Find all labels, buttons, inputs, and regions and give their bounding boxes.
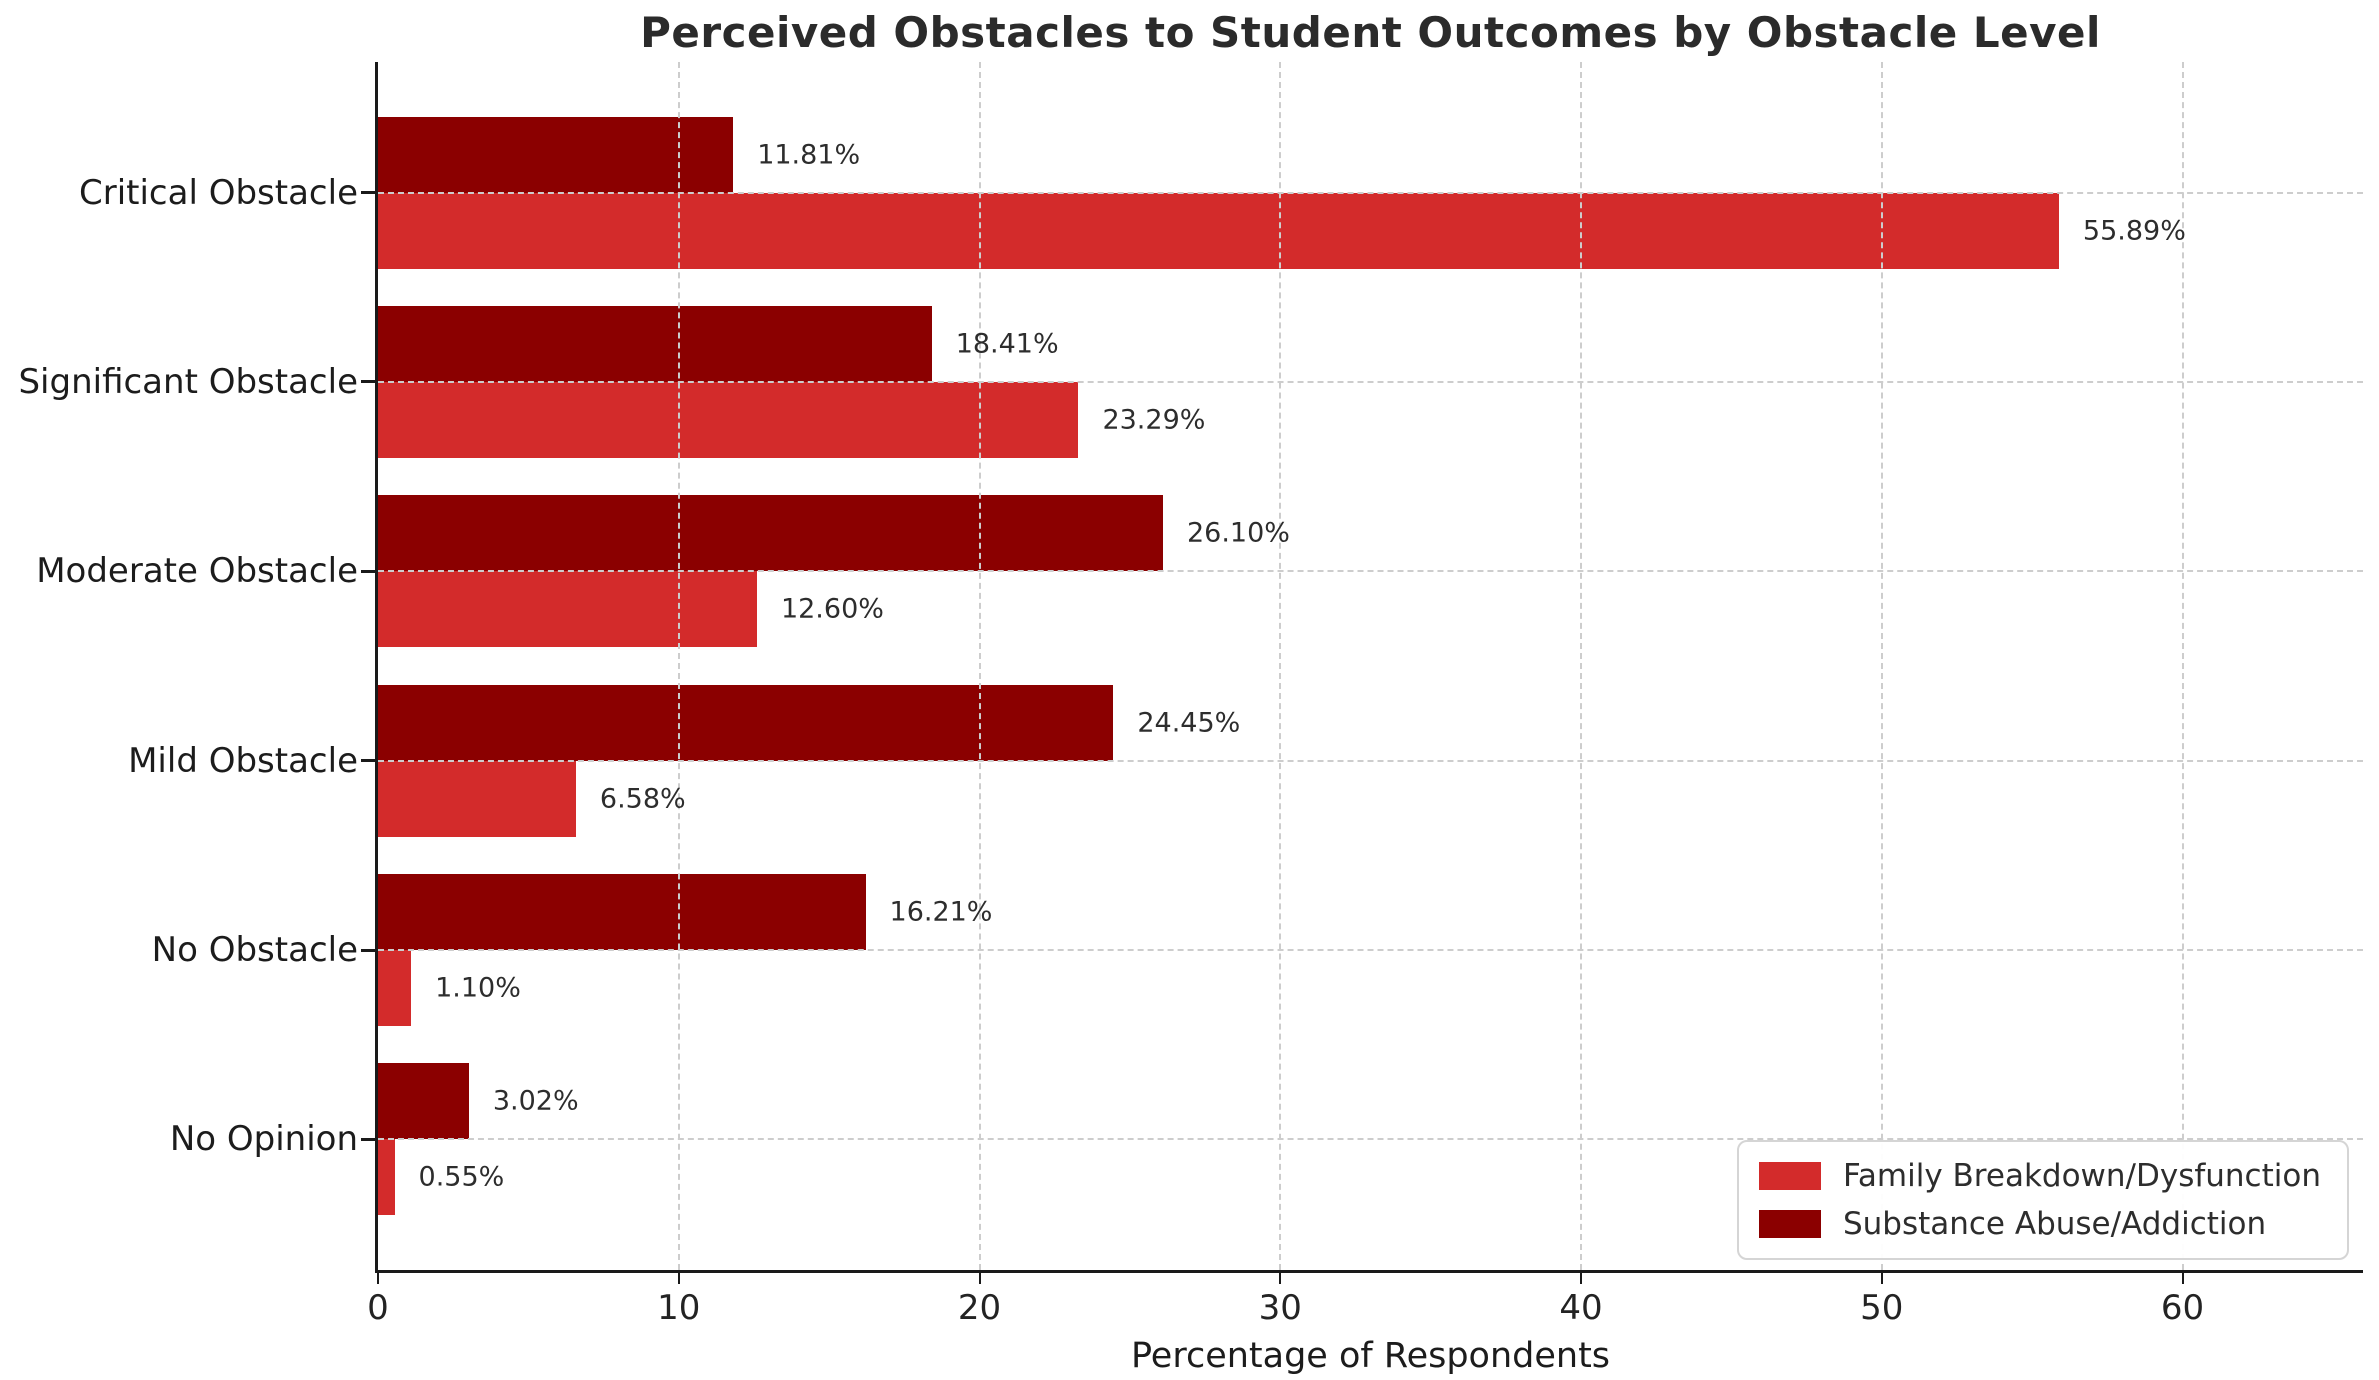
y-gridline-5 [378, 1138, 2363, 1141]
bar-value-label: 1.10% [435, 972, 521, 1004]
bar-family-breakdown-dysfunction-4 [378, 950, 412, 1026]
y-gridline-2 [378, 570, 2363, 573]
bar-value-label: 23.29% [1102, 404, 1206, 436]
x-axis-spine [375, 1270, 2363, 1273]
plot-area: Critical Obstacle 11.81% 55.89% Significant… [18, 62, 2363, 1328]
legend: Family Breakdown/Dysfunction Substance A… [1736, 1140, 2349, 1260]
x-tick-30 [1279, 1270, 1282, 1284]
x-gridline-40 [1580, 62, 1583, 1270]
bar-substance-abuse-addiction-2 [378, 495, 1163, 572]
category-label-4: No Obstacle [151, 930, 358, 970]
x-tick-10 [677, 1270, 680, 1284]
x-tick-label-0: 0 [367, 1288, 389, 1328]
y-gridline-4 [378, 949, 2363, 951]
x-gridline-20 [978, 62, 981, 1270]
y-tick-3 [361, 759, 375, 763]
y-tick-1 [361, 380, 375, 384]
bar-substance-abuse-addiction-3 [378, 684, 1114, 761]
bar-value-label: 16.21% [889, 896, 993, 928]
y-tick-5 [361, 1137, 375, 1141]
category-label-3: Mild Obstacle [128, 740, 358, 781]
bar-family-breakdown-dysfunction-1 [378, 381, 1079, 458]
bar-substance-abuse-addiction-0 [378, 116, 734, 193]
y-tick-4 [361, 948, 375, 952]
bar-value-label: 6.58% [599, 783, 686, 815]
y-gridline-1 [378, 380, 2363, 383]
bar-value-label: 18.41% [955, 328, 1059, 360]
x-gridline-10 [677, 62, 680, 1270]
bar-family-breakdown-dysfunction-2 [378, 571, 757, 648]
bar-value-label: 26.10% [1186, 517, 1290, 549]
bar-substance-abuse-addiction-5 [378, 1063, 469, 1140]
category-label-5: No Opinion [169, 1119, 358, 1160]
legend-item-substance: Substance Abuse/Addiction [1758, 1206, 2321, 1242]
y-axis-spine [375, 62, 378, 1273]
bar-value-label: 24.45% [1137, 707, 1241, 739]
x-tick-60 [2181, 1270, 2184, 1284]
bar-value-label: 11.81% [757, 139, 861, 171]
x-tick-40 [1580, 1270, 1583, 1284]
bar-family-breakdown-dysfunction-5 [378, 1139, 395, 1216]
x-gridline-60 [2181, 62, 2184, 1270]
x-tick-50 [1880, 1270, 1883, 1284]
y-gridline-3 [378, 759, 2363, 762]
legend-label-substance: Substance Abuse/Addiction [1842, 1206, 2267, 1242]
category-label-0: Critical Obstacle [78, 172, 358, 213]
y-tick-2 [361, 569, 375, 573]
x-tick-label-30: 30 [1258, 1288, 1302, 1328]
chart-title: Perceived Obstacles to Student Outcomes … [640, 8, 2101, 57]
bar-value-label: 0.55% [418, 1161, 505, 1193]
bar-substance-abuse-addiction-4 [378, 874, 866, 950]
x-gridline-30 [1279, 62, 1282, 1270]
bar-value-label: 12.60% [780, 593, 884, 625]
category-label-2: Moderate Obstacle [36, 551, 358, 592]
x-tick-label-20: 20 [957, 1288, 1002, 1328]
x-tick-0 [377, 1270, 379, 1284]
x-tick-label-40: 40 [1559, 1288, 1603, 1328]
x-tick-label-50: 50 [1860, 1288, 1904, 1328]
bar-family-breakdown-dysfunction-3 [378, 760, 576, 837]
legend-item-family: Family Breakdown/Dysfunction [1758, 1158, 2321, 1194]
x-tick-label-10: 10 [657, 1288, 701, 1328]
legend-swatch-family [1758, 1162, 1821, 1190]
y-gridline-0 [378, 191, 2363, 194]
y-tick-0 [361, 191, 375, 195]
bar-value-label: 55.89% [2082, 215, 2186, 247]
x-gridline-50 [1880, 62, 1883, 1270]
bar-family-breakdown-dysfunction-0 [378, 192, 2059, 269]
legend-swatch-substance [1758, 1210, 1821, 1238]
bar-substance-abuse-addiction-1 [378, 305, 932, 382]
category-label-1: Significant Obstacle [18, 361, 358, 402]
x-axis-title: Percentage of Respondents [1130, 1336, 1611, 1376]
bar-value-label: 3.02% [492, 1085, 579, 1117]
x-tick-20 [978, 1270, 981, 1284]
x-tick-label-60: 60 [2160, 1288, 2205, 1328]
legend-label-family: Family Breakdown/Dysfunction [1842, 1158, 2321, 1194]
